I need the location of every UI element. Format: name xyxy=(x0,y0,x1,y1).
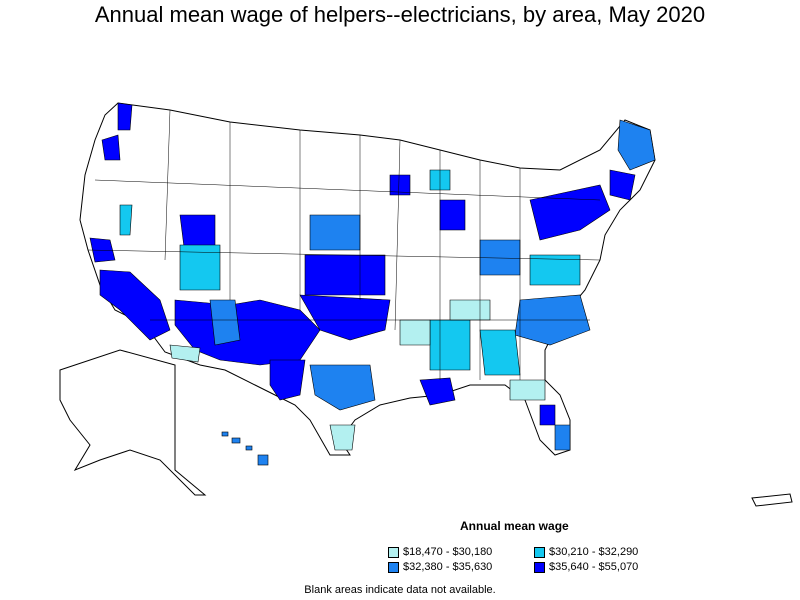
region-maine xyxy=(617,119,656,171)
region-south-texas xyxy=(329,424,356,451)
region-idaho xyxy=(119,204,133,236)
legend-label-2: $30,210 - $32,290 xyxy=(549,546,639,558)
region-texas-central xyxy=(309,364,376,411)
footnote: Blank areas indicate data not available. xyxy=(304,584,496,596)
region-oklahoma-texas xyxy=(299,294,391,341)
legend-item-2: $30,210 - $32,290 xyxy=(534,546,638,558)
region-minneapolis xyxy=(389,174,411,196)
region-arkansas xyxy=(399,319,431,346)
state-borders xyxy=(87,109,601,380)
region-nebraska xyxy=(309,214,361,251)
region-bay-area xyxy=(89,237,116,263)
legend-swatch-2 xyxy=(534,546,545,558)
region-new-orleans xyxy=(419,377,456,406)
region-west-texas xyxy=(269,359,306,401)
legend-swatch-3 xyxy=(388,561,399,573)
legend-item-1: $18,470 - $30,180 xyxy=(388,546,492,558)
region-kansas xyxy=(304,254,386,296)
region-portland xyxy=(101,134,121,161)
region-socal xyxy=(99,269,171,341)
legend-label-3: $32,380 - $35,630 xyxy=(403,561,493,573)
legend-swatch-1 xyxy=(388,546,399,558)
legend-item-3: $32,380 - $35,630 xyxy=(388,561,492,573)
region-nm-south xyxy=(169,344,201,363)
alaska-outline xyxy=(59,349,207,496)
legend-label-4: $35,640 - $55,070 xyxy=(549,561,639,573)
region-tampa xyxy=(539,404,556,426)
legend-swatch-4 xyxy=(534,561,545,573)
region-seattle xyxy=(117,102,133,131)
region-chicago xyxy=(439,199,466,231)
puerto-rico xyxy=(751,493,793,507)
legend-label-1: $18,470 - $30,180 xyxy=(403,546,493,558)
region-arizona xyxy=(209,299,241,346)
region-virginia xyxy=(529,254,581,286)
region-mississippi xyxy=(429,319,471,371)
region-florida-south xyxy=(554,424,571,451)
region-northeast xyxy=(529,184,611,241)
region-tennessee xyxy=(449,299,491,321)
legend-title: Annual mean wage xyxy=(460,519,569,533)
region-florida-north xyxy=(509,379,546,401)
region-ohio-valley xyxy=(479,239,521,276)
region-boston xyxy=(609,169,636,201)
legend-item-4: $35,640 - $55,070 xyxy=(534,561,638,573)
region-georgia xyxy=(479,329,521,376)
region-nevada-south xyxy=(179,244,221,291)
map-title: Annual mean wage of helpers--electrician… xyxy=(94,2,706,27)
hawaii-islands xyxy=(221,431,269,466)
